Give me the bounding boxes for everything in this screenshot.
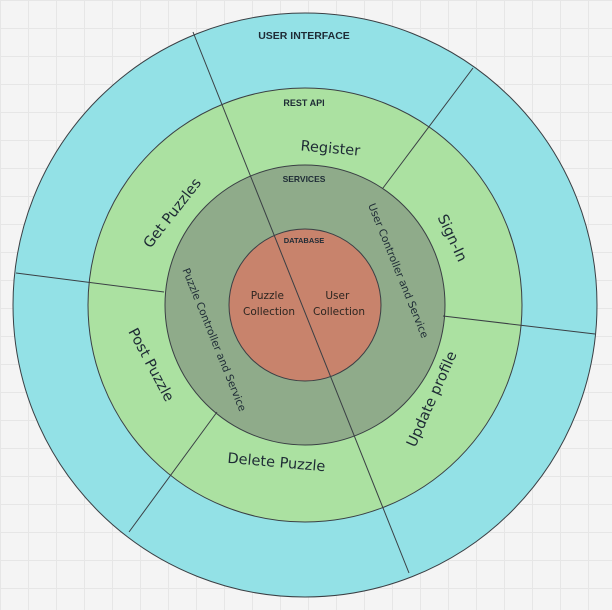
user-collection-line-1: User (325, 290, 350, 302)
main-divider-line (192, 31, 410, 574)
ui-divider-lower-left (128, 411, 218, 533)
rest-api-title: REST API (283, 98, 324, 108)
database-circle[interactable] (228, 228, 382, 382)
puzzle-collection-line-2: Collection (243, 306, 295, 318)
user-interface-title: USER INTERFACE (258, 30, 350, 42)
puzzle-collection-line-1: Puzzle (251, 290, 284, 302)
puzzle-collection-label: Puzzle Collection (243, 290, 295, 318)
ui-divider-left (15, 272, 165, 293)
ui-divider-right (442, 315, 596, 335)
register-label: Register (300, 138, 361, 159)
ui-divider-upper-right (382, 67, 474, 189)
services-title: SERVICES (283, 174, 326, 184)
database-title: DATABASE (284, 236, 325, 245)
user-collection-label: User Collection (313, 290, 365, 318)
user-collection-line-2: Collection (313, 306, 365, 318)
